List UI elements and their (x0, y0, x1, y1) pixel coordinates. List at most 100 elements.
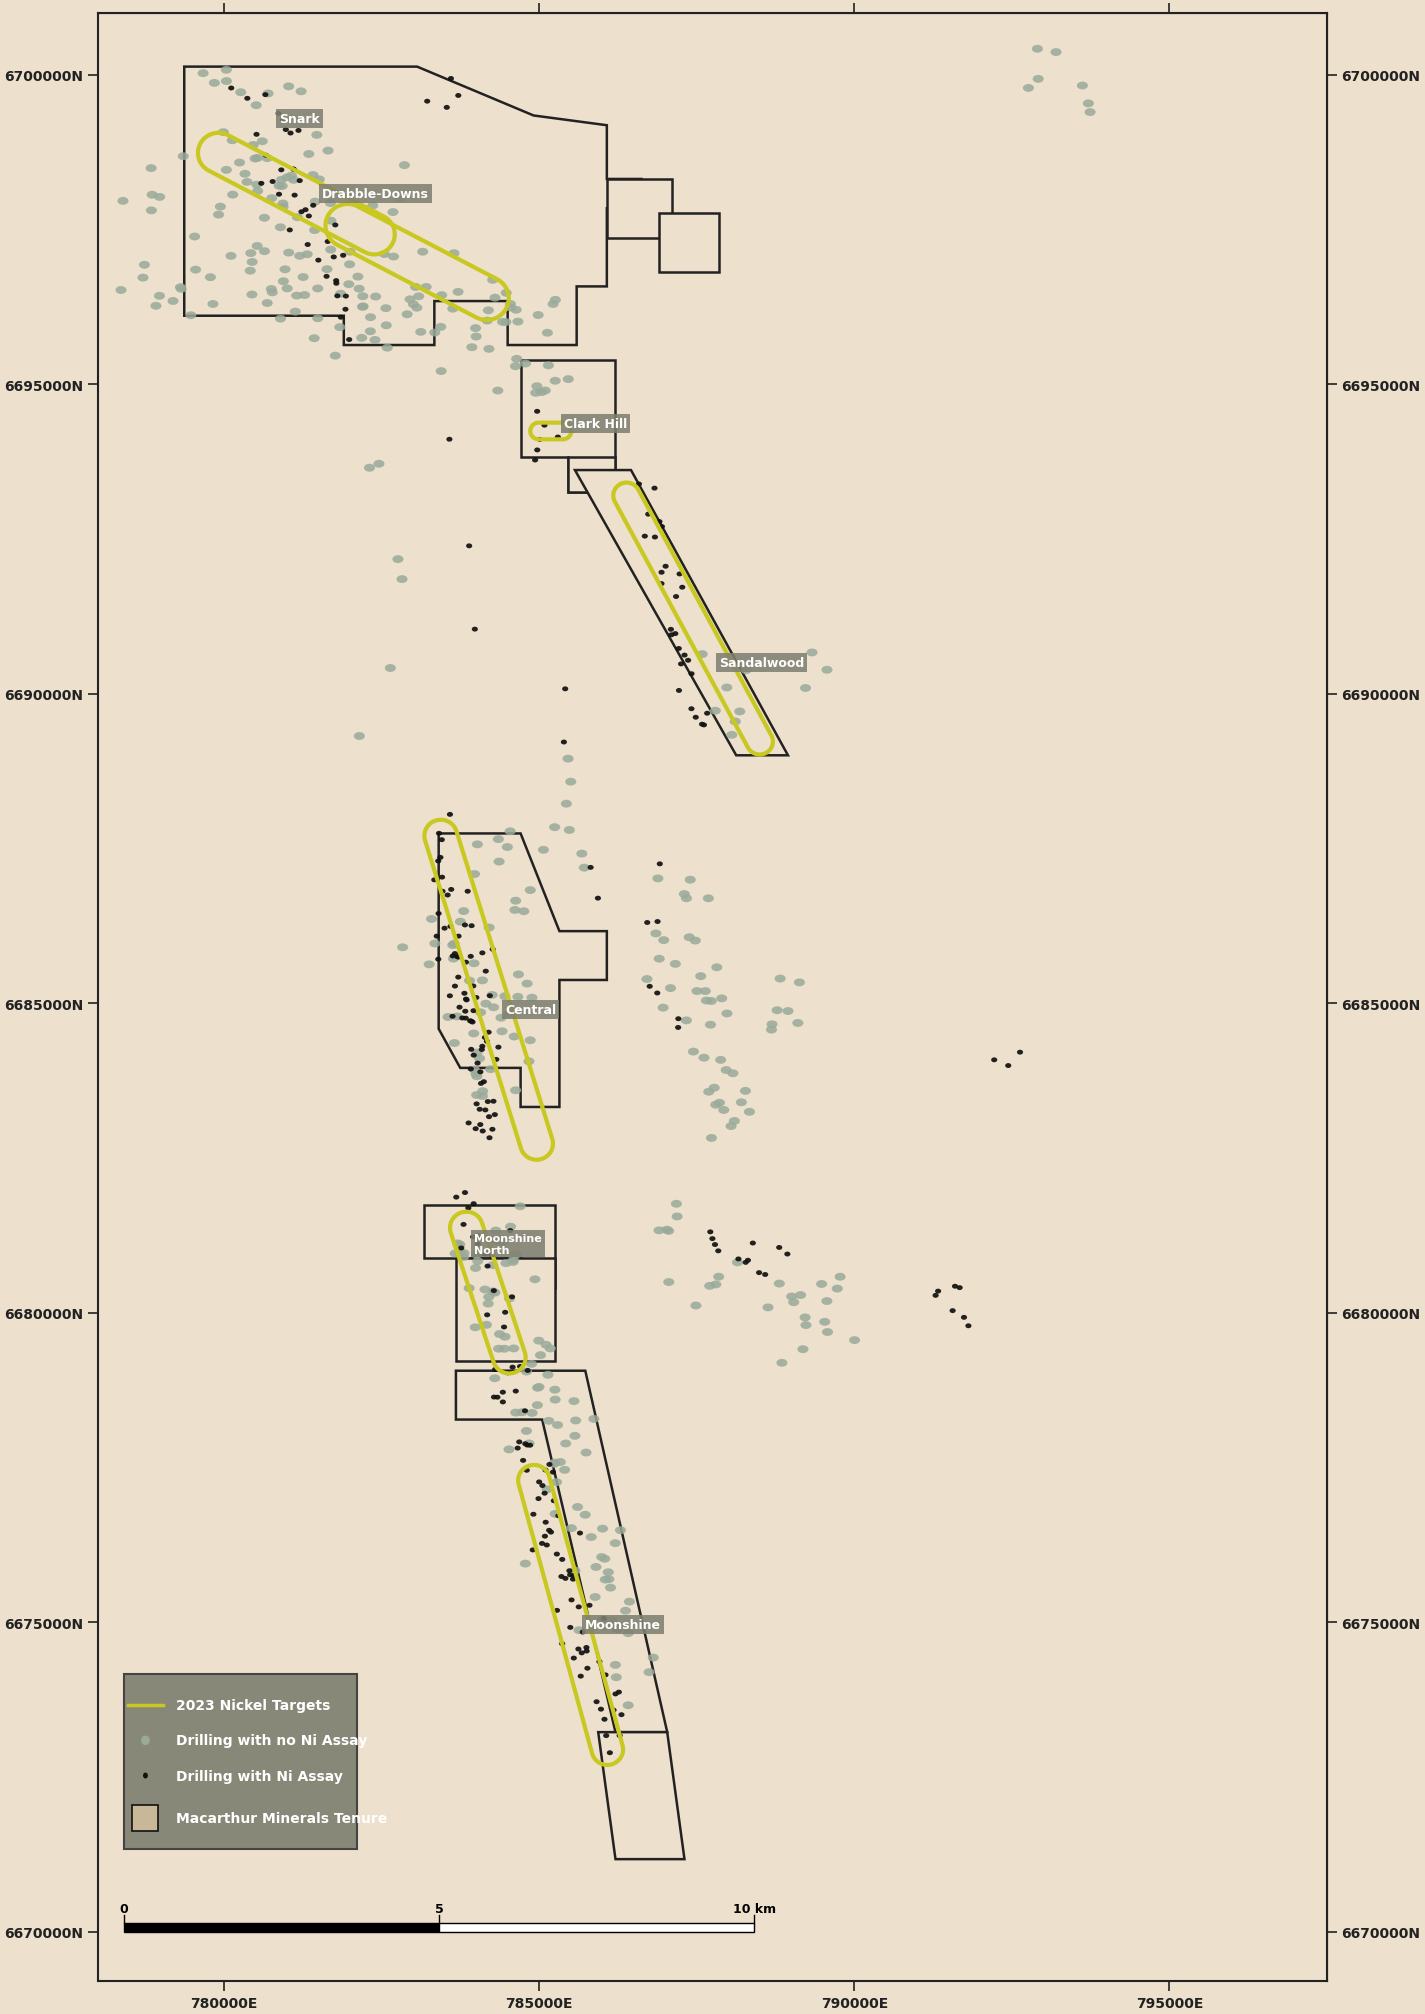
Ellipse shape (744, 1108, 755, 1116)
Ellipse shape (225, 254, 237, 260)
Ellipse shape (570, 1577, 576, 1581)
Ellipse shape (395, 195, 405, 203)
Ellipse shape (248, 141, 259, 149)
Text: Drabble-Downs: Drabble-Downs (322, 187, 429, 201)
Ellipse shape (745, 1259, 751, 1263)
Ellipse shape (728, 1118, 740, 1126)
Ellipse shape (956, 1285, 963, 1291)
Ellipse shape (594, 1700, 600, 1704)
Ellipse shape (742, 1261, 748, 1265)
Ellipse shape (215, 203, 227, 211)
Ellipse shape (358, 304, 368, 312)
Ellipse shape (178, 153, 188, 161)
Ellipse shape (447, 993, 453, 999)
Ellipse shape (480, 1080, 487, 1086)
Text: Moonshine
North: Moonshine North (475, 1233, 542, 1255)
Ellipse shape (278, 201, 288, 207)
Ellipse shape (502, 844, 513, 852)
Ellipse shape (487, 1261, 499, 1269)
Ellipse shape (227, 191, 238, 199)
Ellipse shape (469, 870, 480, 878)
Ellipse shape (613, 1692, 618, 1696)
Ellipse shape (688, 707, 694, 711)
Ellipse shape (496, 1045, 502, 1049)
Ellipse shape (305, 244, 311, 248)
Ellipse shape (436, 832, 442, 836)
Ellipse shape (469, 1029, 479, 1037)
Ellipse shape (775, 975, 785, 983)
Ellipse shape (490, 1227, 502, 1235)
Ellipse shape (142, 1772, 148, 1778)
Ellipse shape (343, 282, 355, 288)
Ellipse shape (644, 920, 650, 926)
Ellipse shape (563, 755, 574, 763)
Ellipse shape (469, 1065, 480, 1073)
Ellipse shape (247, 260, 258, 266)
Ellipse shape (185, 312, 197, 320)
Ellipse shape (115, 286, 127, 294)
Ellipse shape (550, 1498, 557, 1504)
Ellipse shape (801, 1321, 811, 1329)
Ellipse shape (584, 1649, 590, 1653)
Ellipse shape (543, 363, 554, 371)
Ellipse shape (266, 195, 278, 203)
Ellipse shape (492, 387, 503, 395)
Ellipse shape (274, 183, 285, 191)
Ellipse shape (569, 1398, 580, 1406)
Ellipse shape (418, 248, 429, 256)
Ellipse shape (519, 908, 529, 916)
Ellipse shape (298, 274, 309, 282)
Ellipse shape (449, 1015, 456, 1019)
Ellipse shape (335, 294, 341, 300)
Polygon shape (569, 457, 616, 491)
Ellipse shape (606, 1583, 616, 1591)
Ellipse shape (469, 1019, 476, 1025)
Ellipse shape (671, 1200, 683, 1208)
Ellipse shape (312, 286, 323, 294)
Ellipse shape (601, 1718, 607, 1722)
Ellipse shape (485, 1065, 496, 1073)
Ellipse shape (546, 1462, 553, 1466)
Ellipse shape (504, 300, 516, 308)
Ellipse shape (500, 290, 512, 298)
Ellipse shape (447, 943, 459, 949)
Ellipse shape (550, 1386, 560, 1394)
Ellipse shape (492, 1396, 497, 1400)
Ellipse shape (477, 1122, 483, 1128)
FancyBboxPatch shape (124, 1674, 356, 1849)
Ellipse shape (710, 1102, 721, 1110)
Ellipse shape (489, 1289, 500, 1297)
Ellipse shape (492, 1112, 497, 1118)
Ellipse shape (262, 155, 272, 163)
Ellipse shape (530, 389, 542, 397)
Ellipse shape (721, 1011, 732, 1017)
Text: 0: 0 (120, 1901, 128, 1915)
Ellipse shape (447, 77, 455, 83)
Ellipse shape (453, 1194, 459, 1200)
Ellipse shape (379, 252, 390, 260)
Ellipse shape (489, 294, 500, 302)
Ellipse shape (470, 1265, 482, 1273)
Ellipse shape (485, 1265, 490, 1269)
Ellipse shape (580, 1629, 586, 1635)
Ellipse shape (695, 973, 707, 981)
Ellipse shape (665, 985, 675, 993)
Ellipse shape (654, 955, 664, 963)
Ellipse shape (467, 1047, 475, 1051)
Ellipse shape (493, 1345, 504, 1353)
Ellipse shape (523, 1468, 530, 1472)
Ellipse shape (485, 1039, 490, 1043)
Ellipse shape (412, 304, 422, 312)
Ellipse shape (504, 1222, 516, 1231)
Ellipse shape (532, 459, 539, 463)
Ellipse shape (532, 1384, 543, 1392)
Text: Central: Central (504, 1003, 556, 1017)
Ellipse shape (487, 1287, 499, 1295)
Ellipse shape (821, 667, 832, 675)
Ellipse shape (520, 361, 532, 369)
Ellipse shape (288, 131, 294, 137)
Ellipse shape (221, 79, 232, 87)
Ellipse shape (520, 1458, 526, 1462)
Ellipse shape (443, 107, 450, 111)
Ellipse shape (504, 828, 516, 836)
